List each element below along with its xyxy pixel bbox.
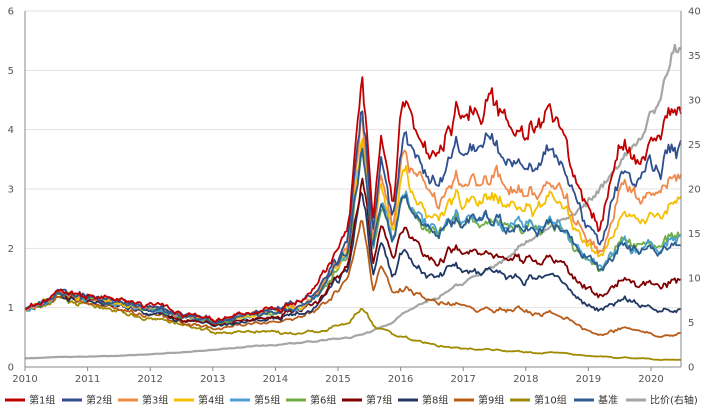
x-tick-label: 2013 (200, 374, 225, 385)
series-lines (24, 43, 682, 362)
x-tick-label: 2010 (12, 374, 37, 385)
y-tick-label: 6 (8, 7, 14, 18)
y-tick-label: 1 (8, 303, 14, 314)
x-tick-label: 2020 (638, 374, 663, 385)
y-tick-label: 5 (8, 66, 14, 77)
y2-tick-label: 40 (688, 7, 701, 18)
series-line (24, 116, 682, 323)
y2-tick-label: 30 (688, 96, 701, 107)
series-line (24, 147, 682, 325)
legend-label: 第3组 (142, 394, 168, 407)
x-tick-label: 2012 (137, 374, 162, 385)
legend-label: 第7组 (366, 394, 392, 407)
y-tick-label: 4 (8, 125, 14, 136)
y-tick-label: 2 (8, 244, 14, 255)
legend-label: 第9组 (478, 394, 504, 407)
x-tick-label: 2019 (576, 374, 601, 385)
y2-tick-label: 35 (688, 51, 701, 62)
x-tick-label: 2015 (325, 374, 350, 385)
x-tick-label: 2016 (388, 374, 413, 385)
series-line (24, 295, 681, 362)
legend-label: 比价(右轴) (650, 394, 698, 407)
x-tick-label: 2018 (513, 374, 538, 385)
legend-label: 第6组 (310, 394, 336, 407)
axes: 0 1 2 3 4 5 6 0 5 10 15 20 25 30 35 40 2010 2011 2012 2013 2… (8, 7, 701, 386)
y2-tick-label: 10 (688, 274, 701, 285)
legend-label: 第4组 (198, 394, 224, 407)
series-line (24, 220, 682, 339)
legend-label: 基准 (598, 394, 618, 407)
y-tick-label: 3 (8, 185, 14, 196)
y2-tick-label: 20 (688, 185, 701, 196)
series-line (24, 76, 682, 323)
gridlines (25, 10, 681, 309)
y2-tick-label: 5 (688, 318, 694, 329)
legend-label: 第5组 (254, 394, 280, 407)
y2-tick-label: 25 (688, 140, 701, 151)
y2-tick-label: 0 (688, 363, 694, 374)
legend-label: 第8组 (422, 394, 448, 407)
legend-label: 第10组 (534, 394, 567, 407)
legend-label: 第2组 (86, 394, 112, 407)
y2-tick-label: 15 (688, 229, 701, 240)
y-tick-label: 0 (8, 363, 14, 374)
x-tick-label: 2014 (263, 374, 288, 385)
x-tick-label: 2017 (450, 374, 475, 385)
x-tick-label: 2011 (75, 374, 100, 385)
legend: 第1组 第2组 第3组 第4组 第5组 第6组 第7组 第8组 第9组 第10组 基准 比价(右轴) (5, 394, 698, 407)
legend-label: 第1组 (29, 394, 55, 407)
